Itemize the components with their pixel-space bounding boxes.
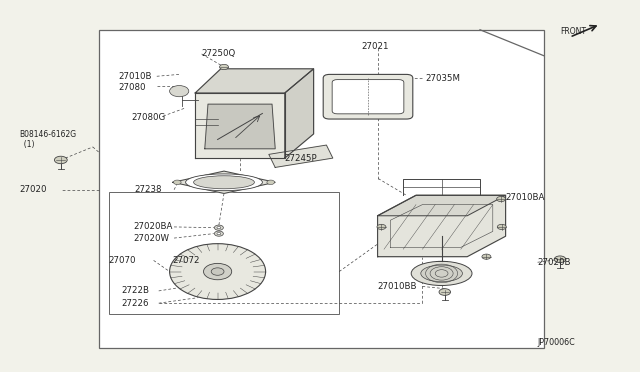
- Text: 27010BA: 27010BA: [506, 193, 545, 202]
- Circle shape: [217, 232, 221, 235]
- Text: 27020B: 27020B: [538, 258, 571, 267]
- Circle shape: [497, 196, 506, 202]
- Text: 27250Q: 27250Q: [202, 49, 236, 58]
- Ellipse shape: [412, 261, 472, 286]
- Circle shape: [173, 180, 181, 185]
- Circle shape: [170, 244, 266, 299]
- Circle shape: [211, 268, 224, 275]
- Circle shape: [267, 180, 275, 185]
- Circle shape: [220, 64, 228, 70]
- Text: 27238: 27238: [134, 185, 162, 194]
- Circle shape: [482, 254, 491, 259]
- Text: 27072: 27072: [173, 256, 200, 265]
- Circle shape: [377, 224, 386, 230]
- Polygon shape: [173, 171, 275, 193]
- Ellipse shape: [186, 174, 262, 191]
- Polygon shape: [378, 195, 506, 257]
- Text: 27080: 27080: [118, 83, 146, 92]
- Text: 27245P: 27245P: [285, 154, 317, 163]
- Text: 27035M: 27035M: [426, 74, 461, 83]
- Text: JP70006C: JP70006C: [538, 339, 575, 347]
- Text: 27020BA: 27020BA: [133, 222, 173, 231]
- Bar: [109, 192, 339, 314]
- Text: 27080G: 27080G: [131, 113, 166, 122]
- FancyBboxPatch shape: [332, 80, 404, 114]
- Bar: [99, 30, 544, 348]
- Polygon shape: [285, 69, 314, 158]
- Text: B08146-6162G
  (1): B08146-6162G (1): [19, 130, 76, 149]
- Polygon shape: [195, 93, 285, 158]
- Polygon shape: [378, 195, 506, 216]
- Polygon shape: [205, 104, 275, 149]
- Circle shape: [54, 156, 67, 164]
- Text: 27020W: 27020W: [133, 234, 169, 243]
- Circle shape: [439, 289, 451, 295]
- Text: 27020: 27020: [19, 185, 47, 194]
- Text: 27021: 27021: [362, 42, 389, 51]
- Text: 27010BB: 27010BB: [378, 282, 417, 291]
- Polygon shape: [195, 69, 314, 93]
- Text: 2722B: 2722B: [122, 286, 150, 295]
- Circle shape: [214, 225, 223, 230]
- FancyBboxPatch shape: [323, 74, 413, 119]
- Text: FRONT: FRONT: [560, 27, 586, 36]
- Circle shape: [214, 231, 223, 236]
- Circle shape: [497, 224, 506, 230]
- Ellipse shape: [421, 265, 462, 282]
- Text: 27010B: 27010B: [118, 72, 152, 81]
- Text: 27226: 27226: [122, 299, 149, 308]
- Ellipse shape: [193, 176, 255, 189]
- Circle shape: [217, 227, 221, 229]
- Circle shape: [554, 256, 566, 263]
- Circle shape: [204, 263, 232, 280]
- Circle shape: [170, 86, 189, 97]
- Polygon shape: [269, 145, 333, 167]
- Text: 27070: 27070: [109, 256, 136, 265]
